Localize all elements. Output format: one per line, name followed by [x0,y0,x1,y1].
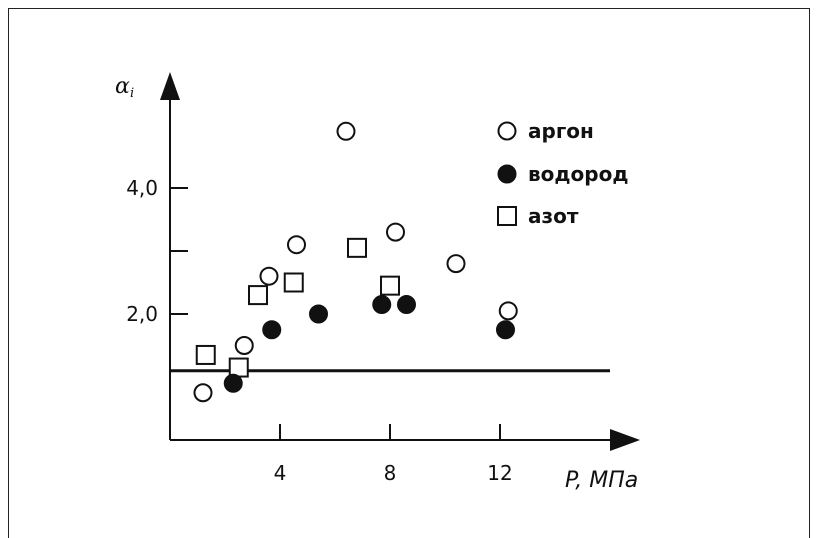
y-axis-label: α [115,74,130,99]
legend-label: аргон [528,119,594,143]
point-filled-circle [397,295,416,315]
point-filled-circle [223,373,243,393]
point-open-circle [259,266,279,286]
legend-marker-open-square [497,206,517,226]
point-filled-circle [309,304,328,324]
legend-marker-open-circle [497,121,517,141]
legend-marker-filled-circle [497,164,517,184]
x-axis-label: P, МПа [565,468,638,493]
point-open-square [195,344,216,365]
legend-label: водород [528,162,629,186]
point-open-circle [446,254,466,274]
x-tick-label: 4 [274,461,287,485]
point-open-square [283,272,304,293]
point-open-square [347,237,367,258]
y-axis-label-subscript: i [130,86,134,101]
data-points [193,121,518,403]
point-filled-circle [262,320,282,340]
point-open-square [380,275,400,296]
y-tick-label: 2,0 [126,302,158,326]
point-open-circle [234,336,254,355]
ticks: 4 8 12 2,0 4,0 [126,176,513,485]
legend: аргон водород азот [497,119,629,228]
y-axis-arrow [160,72,180,100]
y-tick-label: 4,0 [126,176,158,200]
x-tick-label: 12 [487,461,512,485]
x-tick-label: 8 [384,461,397,485]
x-axis-arrow [610,429,640,451]
point-open-circle [287,235,306,255]
legend-label: азот [528,204,579,228]
point-open-square [248,285,268,306]
point-filled-circle [372,295,392,315]
point-filled-circle [496,320,515,340]
point-open-circle [498,301,518,321]
point-open-circle [386,222,405,242]
y-axis-title: α i [115,74,134,101]
figure-frame [8,8,810,538]
point-open-circle [193,383,213,403]
point-open-circle [336,121,356,141]
